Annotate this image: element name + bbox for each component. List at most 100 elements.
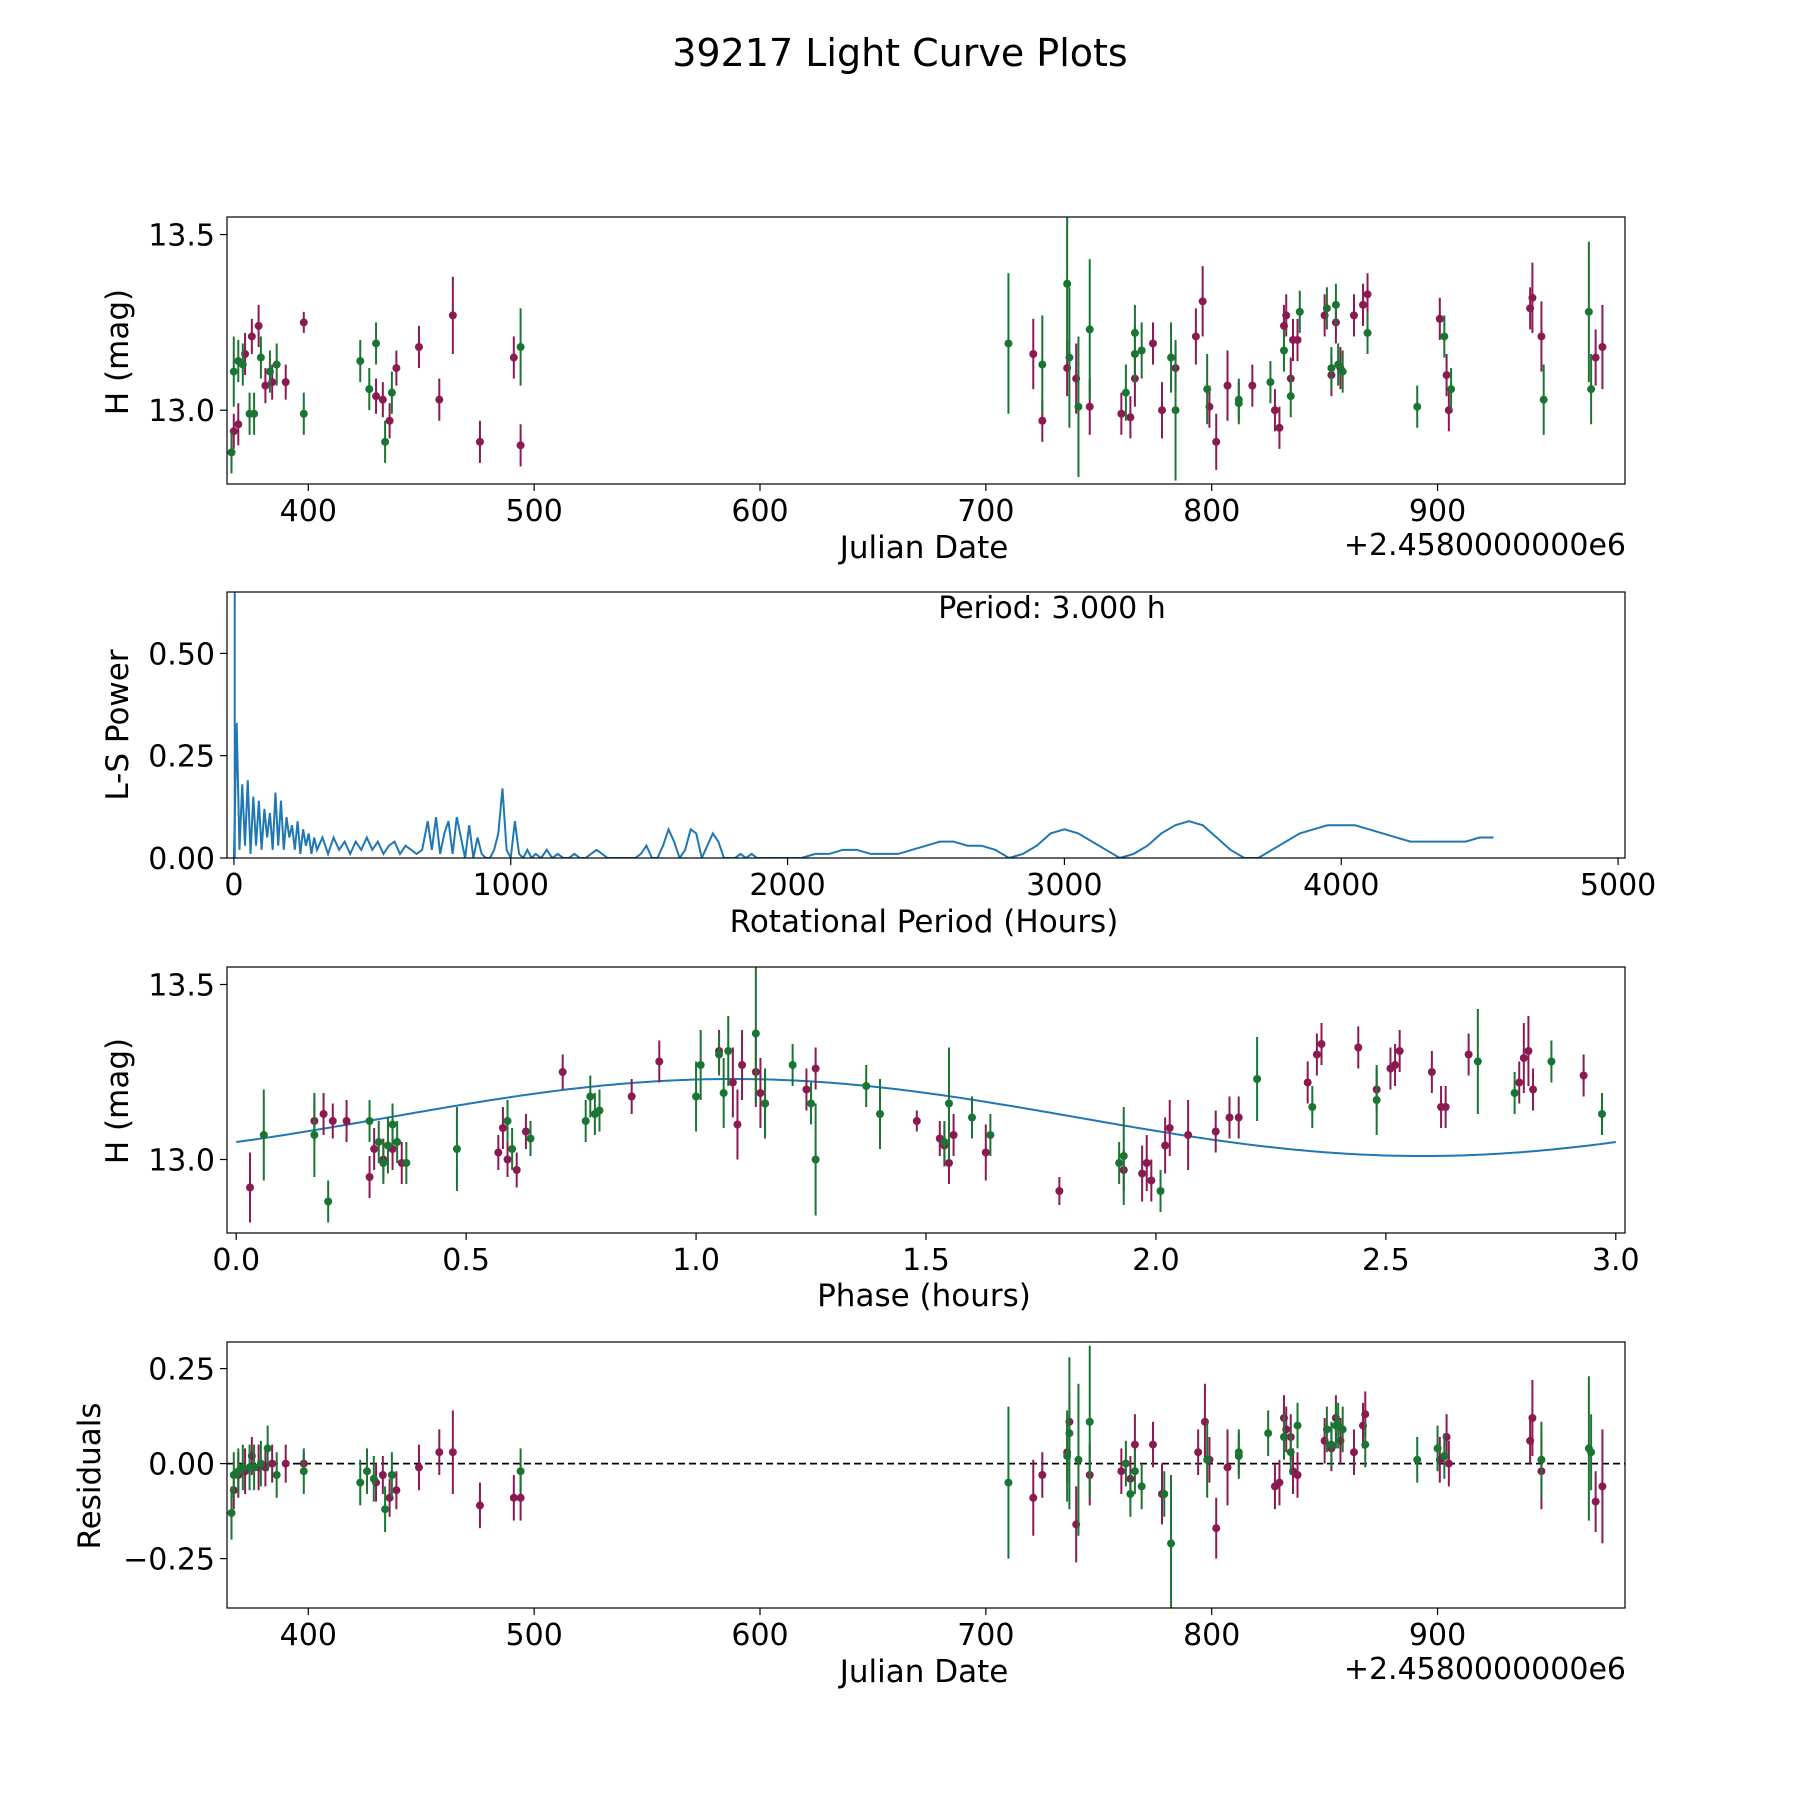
periodogram-ytick-label: 0.25 <box>148 740 215 775</box>
phase-fold-point-magenta <box>494 1148 503 1157</box>
light-curve-point-green <box>227 448 236 457</box>
phase-fold-point-magenta <box>1184 1131 1193 1139</box>
residuals-point-magenta <box>435 1448 444 1457</box>
phase-fold-point-green <box>595 1106 604 1115</box>
residuals-xtick-label: 500 <box>506 1618 563 1653</box>
light-curve-point-magenta <box>1085 402 1094 411</box>
light-curve-point-green <box>265 367 274 376</box>
residuals-point-green <box>356 1478 365 1487</box>
light-curve-point-green <box>1130 350 1139 359</box>
phase-fold-point-magenta <box>1515 1078 1524 1087</box>
periodogram-panel: Rotational Period (Hours) L-S Power Peri… <box>100 591 1656 940</box>
residuals-point-magenta <box>1038 1471 1047 1479</box>
phase-fold-plot-area <box>236 967 1616 1223</box>
light-curve-point-magenta <box>1029 350 1038 359</box>
residuals-point-magenta <box>516 1493 525 1502</box>
phase-fold-point-green <box>751 1029 760 1038</box>
phase-fold-xtick-label: 1.5 <box>902 1243 950 1278</box>
residuals-point-magenta <box>414 1463 423 1472</box>
residuals-point-green <box>272 1471 281 1479</box>
light-curve-point-magenta <box>1191 332 1200 341</box>
phase-fold-point-green <box>1253 1075 1262 1083</box>
light-curve-point-magenta <box>247 332 256 341</box>
phase-fold-point-green <box>393 1138 402 1146</box>
light-curve-point-magenta <box>1591 353 1600 362</box>
phase-fold-point-green <box>1510 1089 1519 1097</box>
residuals-xtick-label: 600 <box>731 1618 788 1653</box>
phase-fold-point-magenta <box>944 1159 953 1167</box>
light-curve-point-green <box>1038 360 1047 369</box>
residuals-point-green <box>369 1474 378 1483</box>
phase-fold-point-magenta <box>1427 1068 1436 1076</box>
phase-fold-point-magenta <box>756 1089 765 1097</box>
residuals-point-green <box>227 1509 236 1517</box>
phase-fold-point-green <box>402 1159 411 1167</box>
light-curve-point-magenta <box>1223 381 1232 390</box>
residuals-point-green <box>1074 1455 1083 1464</box>
phase-fold-point-magenta <box>1234 1113 1243 1122</box>
phase-fold-point-green <box>310 1131 319 1139</box>
residuals-point-magenta <box>268 1459 277 1468</box>
light-curve-point-green <box>238 360 247 369</box>
phase-fold-point-magenta <box>912 1117 921 1125</box>
residuals-point-green <box>263 1444 272 1453</box>
light-curve-xtick-label: 400 <box>280 494 337 529</box>
phase-fold-point-magenta <box>1165 1124 1174 1132</box>
light-curve-point-magenta <box>1038 416 1047 425</box>
light-curve-point-magenta <box>1293 335 1302 344</box>
light-curve-point-magenta <box>1349 311 1358 320</box>
residuals-point-green <box>1130 1467 1139 1476</box>
residuals-point-magenta <box>1275 1478 1284 1487</box>
residuals-point-magenta <box>509 1493 518 1502</box>
light-curve-point-magenta <box>299 318 308 327</box>
periodogram-xtick-label: 3000 <box>1026 868 1102 903</box>
phase-fold-point-magenta <box>328 1117 337 1125</box>
light-curve-point-green <box>1266 378 1275 387</box>
residuals-point-green <box>1137 1482 1146 1491</box>
phase-fold-point-magenta <box>245 1183 254 1192</box>
phase-fold-point-green <box>1473 1057 1482 1066</box>
phase-fold-point-magenta <box>1138 1169 1147 1178</box>
phase-fold-point-magenta <box>627 1092 636 1101</box>
light-curve-point-magenta <box>509 353 518 362</box>
phase-fold-point-magenta <box>1225 1113 1234 1122</box>
residuals-ytick-label: 0.25 <box>148 1353 215 1388</box>
residuals-point-green <box>1433 1444 1442 1453</box>
residuals-point-magenta <box>281 1459 290 1468</box>
phase-fold-point-green <box>259 1131 268 1139</box>
light-curve-point-magenta <box>1442 371 1451 380</box>
residuals-point-green <box>363 1467 372 1476</box>
light-curve-point-magenta <box>1537 332 1546 341</box>
periodogram-xtick-label: 5000 <box>1580 868 1656 903</box>
phase-fold-ytick-label: 13.5 <box>148 969 215 1004</box>
phase-fold-point-magenta <box>365 1173 374 1181</box>
phase-fold-point-green <box>508 1145 517 1153</box>
residuals-point-green <box>1413 1455 1422 1464</box>
residuals-point-green <box>381 1505 390 1514</box>
light-curve-point-magenta <box>1282 311 1291 320</box>
residuals-point-magenta <box>1528 1414 1537 1422</box>
phase-fold-point-magenta <box>1354 1043 1363 1052</box>
residuals-point-green <box>1203 1455 1212 1464</box>
phase-fold-panel: Phase (hours) H (mag) 0.0 0.5 1.0 1.5 2.0 2.5… <box>100 966 1640 1314</box>
light-curve-point-magenta <box>1359 300 1368 309</box>
phase-fold-point-magenta <box>733 1120 742 1129</box>
light-curve-point-green <box>1331 300 1340 309</box>
light-curve-xtick-label: 900 <box>1409 494 1466 529</box>
phase-fold-xtick-label: 1.0 <box>672 1243 720 1278</box>
light-curve-point-green <box>1322 304 1331 313</box>
residuals-point-magenta <box>1148 1440 1157 1449</box>
phase-fold-point-green <box>503 1117 512 1125</box>
light-curve-point-green <box>272 360 281 369</box>
residuals-point-magenta <box>1212 1524 1221 1533</box>
light-curve-xtick-label: 500 <box>506 494 563 529</box>
light-curve-point-green <box>1334 360 1343 369</box>
residuals-point-green <box>1160 1490 1169 1498</box>
residuals-xtick-label: 800 <box>1183 1618 1240 1653</box>
residuals-point-green <box>516 1467 525 1476</box>
phase-fold-point-magenta <box>728 1078 737 1087</box>
phase-fold-point-magenta <box>1312 1050 1321 1059</box>
light-curve-point-green <box>1203 385 1212 394</box>
light-curve-ytick-label: 13.0 <box>148 394 215 429</box>
light-curve-point-green <box>229 367 238 376</box>
